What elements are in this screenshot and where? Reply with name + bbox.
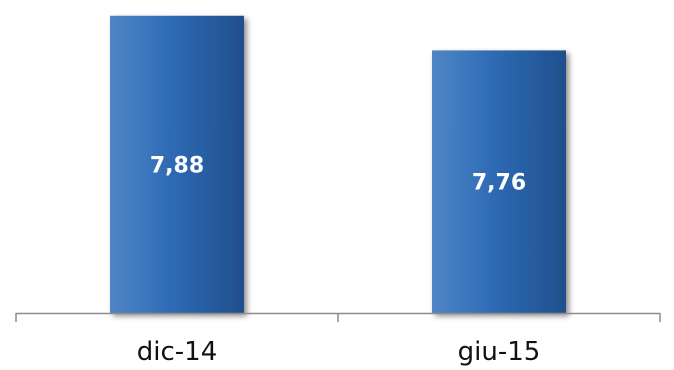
- data-label-giu-15: 7,76: [472, 171, 526, 196]
- x-tick-label-giu-15: giu-15: [458, 337, 541, 367]
- x-tick-label-dic-14: dic-14: [137, 337, 218, 367]
- bar-dic-14: [110, 15, 244, 314]
- bar-giu-15: [432, 50, 566, 314]
- data-label-dic-14: 7,88: [150, 153, 204, 178]
- bars-layer: [110, 15, 566, 314]
- x-axis: [15, 312, 661, 322]
- labels-layer: 7,88 dic-14 7,76 giu-15: [137, 153, 541, 367]
